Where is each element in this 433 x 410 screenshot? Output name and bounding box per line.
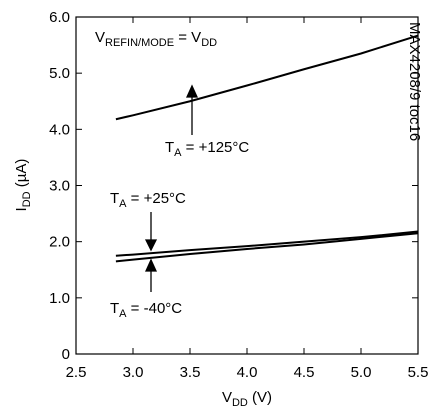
y-tick-label: 5.0	[49, 65, 70, 82]
text-part: T	[110, 190, 119, 207]
x-tick-label: 3.0	[123, 364, 144, 381]
y-tick-label: 4.0	[49, 121, 70, 138]
text-part: = +125°C	[182, 139, 250, 156]
subscript: A	[174, 147, 182, 159]
text-part: = -40°C	[127, 300, 183, 317]
arrow-head	[185, 84, 199, 98]
x-tick-label: 5.5	[408, 364, 429, 381]
x-axis-label: VDD (V)	[222, 389, 272, 409]
subscript: DD	[21, 191, 33, 207]
side-note: MAX4208/9 toc16	[406, 22, 423, 141]
y-tick-label: 2.0	[49, 234, 70, 251]
text-part: V	[95, 29, 105, 46]
text-part: = +25°C	[127, 190, 187, 207]
subscript: REFIN/MODE	[105, 37, 174, 49]
arrows	[144, 84, 199, 292]
arrow-head	[144, 258, 158, 272]
subscript: DD	[201, 37, 217, 49]
text-part: T	[165, 139, 174, 156]
y-axis-label: IDD (µA)	[13, 159, 33, 212]
x-tick-label: 3.5	[180, 364, 201, 381]
series-label: TA = +125°C	[165, 139, 249, 159]
annotation: VREFIN/MODE = VDD	[95, 29, 217, 49]
x-tick-label: 2.5	[66, 364, 87, 381]
x-tick-label: 4.0	[237, 364, 258, 381]
series-label: TA = -40°C	[110, 300, 182, 320]
x-tick-label: 4.5	[294, 364, 315, 381]
text-part: (µA)	[13, 159, 30, 192]
series-label: TA = +25°C	[110, 190, 186, 210]
subscript: A	[119, 308, 127, 320]
y-tick-label: 3.0	[49, 178, 70, 195]
x-tick-label: 5.0	[351, 364, 372, 381]
text-part: = V	[174, 29, 201, 46]
data-line	[115, 232, 419, 263]
text-part: (V)	[248, 389, 272, 406]
data-line	[115, 34, 419, 121]
data-line	[115, 230, 419, 257]
text-part: I	[13, 207, 30, 211]
arrow-head	[144, 239, 158, 252]
text-part: T	[110, 300, 119, 317]
subscript: A	[119, 198, 127, 210]
text-part: V	[222, 389, 232, 406]
subscript: DD	[232, 397, 248, 409]
y-tick-label: 6.0	[49, 9, 70, 26]
y-tick-label: 1.0	[49, 290, 70, 307]
y-tick-label: 0	[62, 346, 70, 363]
